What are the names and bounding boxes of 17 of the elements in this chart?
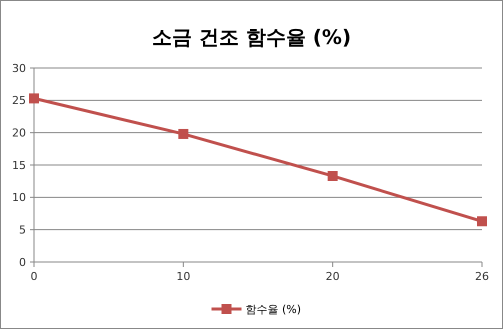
- y-tick-label: 10: [12, 191, 26, 204]
- y-tick-label: 25: [12, 94, 26, 108]
- x-tick-label: 10: [176, 270, 190, 283]
- point: [178, 128, 188, 139]
- y-tick-label: 20: [12, 126, 26, 140]
- point: [328, 170, 338, 181]
- y-tick-label: 0: [19, 256, 26, 269]
- x-tick-label: 0: [30, 270, 38, 283]
- point: [29, 93, 39, 104]
- legend-label: 함수율 (%): [246, 302, 302, 316]
- y-tick-label: 15: [12, 158, 26, 172]
- point: [477, 216, 487, 226]
- x-tick-label: 20: [326, 270, 340, 283]
- x-tick-label: 26: [475, 270, 489, 283]
- chart-title: 소금 건조 함수율 (%): [152, 25, 352, 49]
- y-tick-label: 30: [12, 62, 26, 75]
- y-tick-label: 5: [19, 224, 26, 237]
